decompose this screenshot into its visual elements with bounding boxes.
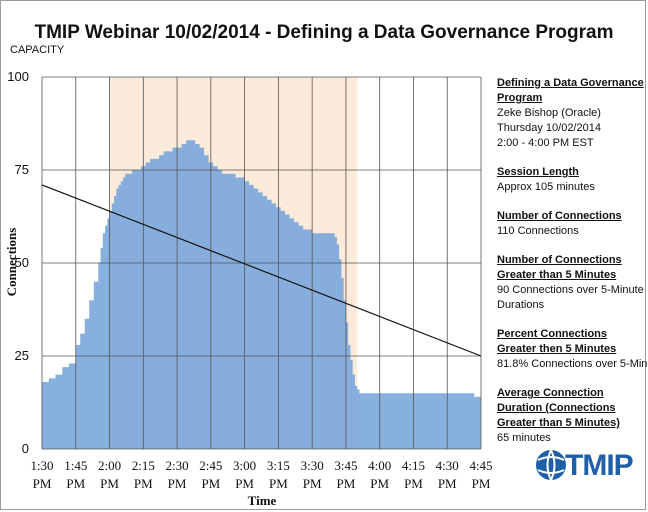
x-tick-label-ampm-3: PM (134, 476, 153, 491)
side-block-line: 65 minutes (497, 432, 551, 444)
x-axis-label: Time (248, 493, 277, 508)
x-tick-label-4: 2:30 (166, 458, 189, 473)
x-tick-label-ampm-0: PM (33, 476, 52, 491)
x-tick-label-13: 4:45 (469, 458, 492, 473)
x-tick-label-ampm-7: PM (269, 476, 288, 491)
chart-title: TMIP Webinar 10/02/2014 - Defining a Dat… (34, 22, 614, 43)
y-tick-label-75: 75 (15, 162, 29, 177)
x-tick-label-ampm-9: PM (337, 476, 356, 491)
x-tick-label-ampm-11: PM (404, 476, 423, 491)
x-tick-label-1: 1:45 (64, 458, 87, 473)
x-tick-label-8: 3:30 (301, 458, 324, 473)
x-tick-label-ampm-2: PM (100, 476, 119, 491)
x-tick-label-ampm-1: PM (66, 476, 85, 491)
side-block-line: Approx 105 minutes (497, 181, 595, 193)
tmip-logo (536, 449, 566, 481)
side-block-line: 2:00 - 4:00 PM EST (497, 137, 594, 149)
side-block-line: Durations (497, 299, 545, 311)
x-tick-label-9: 3:45 (334, 458, 357, 473)
side-block: Defining a Data Governance Program Zeke B… (497, 76, 647, 151)
connections-area (42, 140, 481, 450)
plot-area: 0 25 50 75 100 1:30 PM 1:45 PM 2:00 PM 2:15 PM 2:30 PM… (4, 69, 493, 508)
side-block-line: 81.8% Connections over 5-Minute (497, 358, 647, 370)
side-block: Percent Connections Greater then 5 Minut… (497, 327, 647, 372)
y-axis-label: Connections (4, 228, 19, 297)
y-tick-label-50: 50 (15, 255, 29, 270)
x-tick-label-ampm-13: PM (472, 476, 491, 491)
side-block-heading: Number of Connections (497, 210, 622, 222)
x-tick-label-10: 4:00 (368, 458, 391, 473)
x-tick-label-3: 2:15 (132, 458, 155, 473)
side-block: Session Length Approx 105 minutes (497, 165, 647, 195)
side-block-line: Thursday 10/02/2014 (497, 122, 601, 134)
side-panel: Defining a Data Governance Program Zeke B… (497, 76, 647, 460)
side-block: Average Connection Duration (Connections… (497, 386, 647, 446)
capacity-label: CAPACITY (10, 44, 65, 56)
side-block-heading: Defining a Data Governance Program (497, 77, 644, 104)
side-block-heading: Number of Connections Greater than 5 Min… (497, 254, 622, 281)
x-tick-label-0: 1:30 (30, 458, 53, 473)
x-tick-label-ampm-10: PM (370, 476, 389, 491)
x-tick-label-7: 3:15 (267, 458, 290, 473)
x-tick-label-2: 2:00 (98, 458, 121, 473)
x-tick-label-ampm-4: PM (168, 476, 187, 491)
x-tick-label-11: 4:15 (402, 458, 425, 473)
globe-icon (536, 449, 566, 481)
side-block-heading: Percent Connections Greater then 5 Minut… (497, 328, 617, 355)
side-block-line: 90 Connections over 5-Minute (497, 284, 644, 296)
x-tick-label-ampm-12: PM (438, 476, 457, 491)
side-block-heading: Session Length (497, 166, 579, 178)
side-block-heading: Average Connection Duration (Connections… (497, 387, 620, 429)
side-block: Number of Connections Greater than 5 Min… (497, 253, 647, 313)
x-tick-label-ampm-8: PM (303, 476, 322, 491)
x-tick-label-12: 4:30 (436, 458, 459, 473)
x-tick-label-ampm-5: PM (201, 476, 220, 491)
x-tick-label-6: 3:00 (233, 458, 256, 473)
y-tick-label-0: 0 (22, 441, 29, 456)
y-tick-label-25: 25 (15, 348, 29, 363)
side-block-line: Zeke Bishop (Oracle) (497, 107, 601, 119)
x-tick-label-ampm-6: PM (235, 476, 254, 491)
y-tick-label-100: 100 (7, 69, 29, 84)
x-tick-label-5: 2:45 (199, 458, 222, 473)
side-block: Number of Connections 110 Connections (497, 209, 647, 239)
side-block-line: 110 Connections (497, 225, 579, 237)
logo-text: TMIP (565, 449, 634, 482)
trend-line (41, 184, 482, 357)
